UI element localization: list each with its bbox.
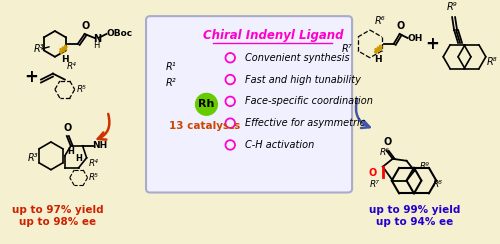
- Text: R⁵: R⁵: [88, 173, 99, 182]
- FancyArrowPatch shape: [98, 114, 110, 140]
- Text: R³: R³: [28, 153, 38, 163]
- Text: O: O: [82, 21, 90, 31]
- Text: Rh: Rh: [198, 99, 214, 109]
- Text: up to 98% ee: up to 98% ee: [20, 217, 96, 227]
- Circle shape: [226, 118, 235, 128]
- Circle shape: [227, 142, 234, 148]
- Text: O: O: [396, 21, 404, 31]
- Circle shape: [196, 93, 218, 115]
- Text: O: O: [368, 168, 377, 178]
- Text: R⁹: R⁹: [447, 2, 458, 12]
- Text: OBoc: OBoc: [106, 29, 132, 38]
- Circle shape: [227, 120, 234, 126]
- Text: OH: OH: [408, 34, 423, 43]
- Text: O: O: [64, 123, 72, 133]
- Text: R⁸: R⁸: [487, 57, 498, 67]
- Text: up to 97% yield: up to 97% yield: [12, 205, 104, 215]
- Text: R⁷: R⁷: [342, 44, 352, 54]
- Text: up to 94% ee: up to 94% ee: [376, 217, 453, 227]
- Text: C-H activation: C-H activation: [245, 140, 314, 150]
- Text: H: H: [75, 154, 82, 163]
- Text: R⁴: R⁴: [67, 62, 76, 71]
- Text: N: N: [94, 34, 102, 44]
- Text: H: H: [374, 55, 382, 64]
- Circle shape: [226, 140, 235, 150]
- Text: R⁹: R⁹: [420, 162, 430, 171]
- Text: R⁴: R⁴: [88, 159, 99, 168]
- Text: Chiral Indenyl Ligand: Chiral Indenyl Ligand: [202, 30, 343, 42]
- Text: +: +: [24, 68, 38, 86]
- Text: R⁶: R⁶: [374, 16, 385, 26]
- Text: Face-specific coordination: Face-specific coordination: [245, 96, 373, 106]
- FancyBboxPatch shape: [146, 16, 352, 193]
- Text: R⁶: R⁶: [380, 148, 390, 157]
- Circle shape: [227, 98, 234, 104]
- Text: H: H: [61, 55, 68, 64]
- Text: R⁵: R⁵: [76, 85, 86, 94]
- Text: 13 catalysts: 13 catalysts: [169, 121, 240, 131]
- Circle shape: [226, 96, 235, 106]
- Text: H: H: [68, 147, 74, 156]
- Text: Fast and high tunability: Fast and high tunability: [245, 75, 361, 85]
- Text: up to 99% yield: up to 99% yield: [369, 205, 460, 215]
- Text: R¹: R¹: [166, 62, 176, 72]
- Text: O: O: [384, 137, 392, 147]
- FancyArrowPatch shape: [356, 99, 370, 128]
- Circle shape: [226, 75, 235, 84]
- Text: +: +: [426, 35, 440, 53]
- Circle shape: [227, 55, 234, 61]
- Text: H: H: [94, 41, 100, 50]
- Text: R²: R²: [166, 78, 176, 88]
- Text: Convenient synthesis: Convenient synthesis: [245, 53, 350, 63]
- Circle shape: [226, 53, 235, 63]
- Text: Effective for asymmetric: Effective for asymmetric: [245, 118, 365, 128]
- Text: NH: NH: [92, 142, 108, 151]
- Text: R³: R³: [34, 44, 44, 54]
- Text: R⁷: R⁷: [370, 180, 380, 189]
- Circle shape: [227, 76, 234, 83]
- Text: R⁸: R⁸: [432, 180, 442, 189]
